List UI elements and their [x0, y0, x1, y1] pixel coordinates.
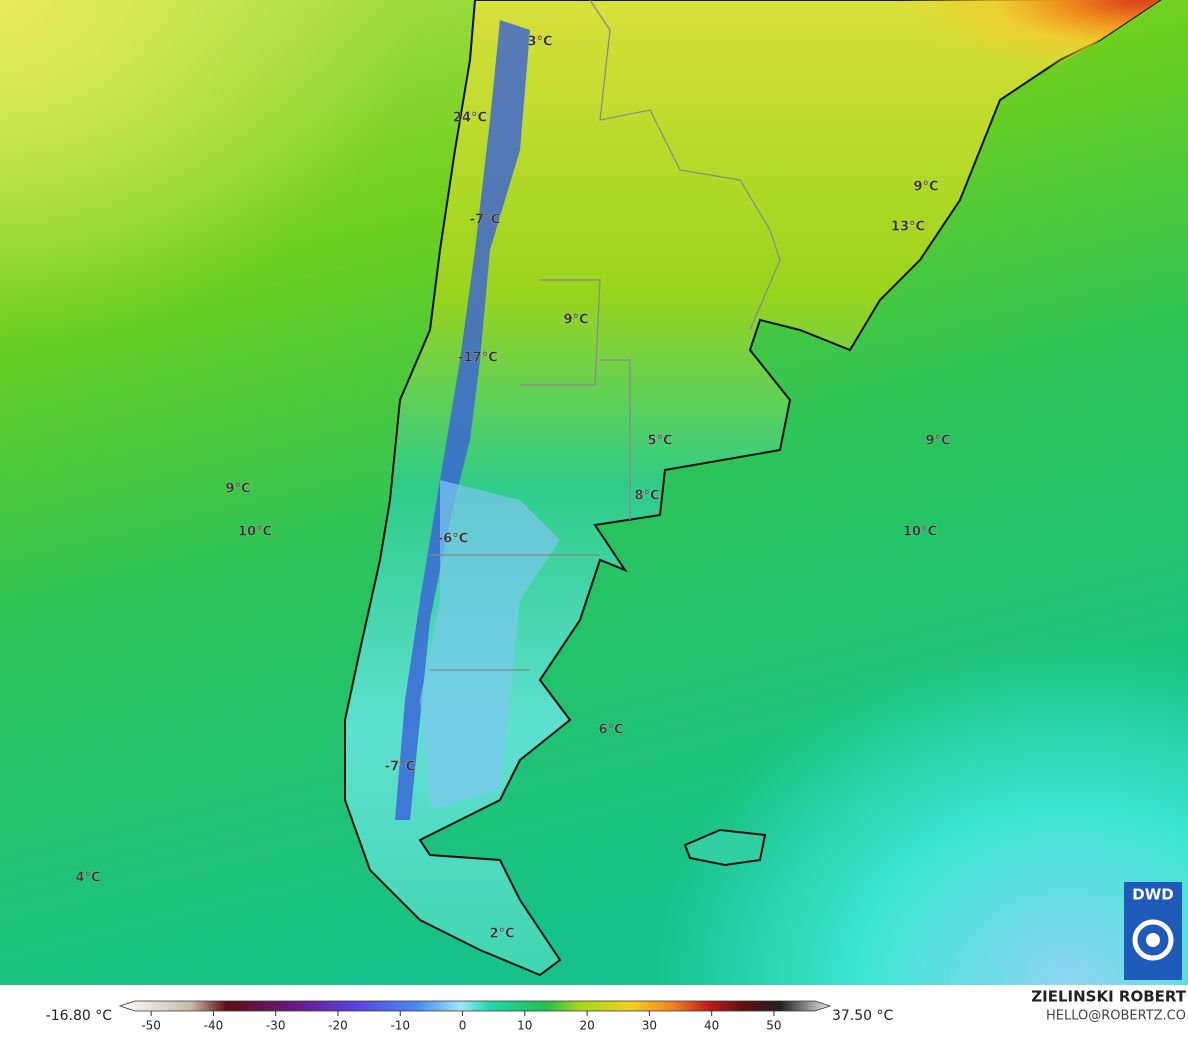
temperature-label: 9°C: [225, 482, 250, 497]
temperature-label: -7°C: [470, 213, 500, 228]
temperature-label: 9°C: [913, 180, 938, 195]
temperature-label: 8°C: [634, 489, 659, 504]
patagonia-cold: [420, 480, 560, 810]
temperature-label: -17°C: [458, 351, 498, 366]
logo-eye: [1146, 933, 1160, 947]
temperature-label: 2°C: [489, 927, 514, 942]
map-labels: 3°C 24°C -7°C 9°C -17°C 9°C 13°C 5°C 9°C 8°C 9°C 10…: [75, 34, 951, 942]
dwd-logo: [1124, 882, 1182, 980]
colorbar-tick-label: -20: [328, 1019, 348, 1033]
colorbar-tick-label: 50: [766, 1019, 781, 1033]
colorbar-tick-label: 0: [459, 1019, 467, 1033]
temperature-label: 6°C: [598, 723, 623, 738]
andes-cold: [395, 20, 530, 820]
min-label: -16.80 °C: [46, 1008, 113, 1024]
temperature-label: 5°C: [647, 434, 672, 449]
hot-area: [680, 0, 1160, 150]
temperature-label: 9°C: [925, 434, 950, 449]
temperature-label: -7°C: [385, 760, 415, 775]
colorbar-tick-label: 40: [704, 1019, 719, 1033]
colorbar: [118, 1000, 832, 1012]
logo-text: DWD: [1132, 886, 1173, 904]
temperature-label: 24°C: [453, 111, 487, 126]
temperature-label: 13°C: [891, 220, 925, 235]
colorbar-tick-label: -50: [141, 1019, 161, 1033]
borders: [430, 0, 781, 671]
temperature-label: 10°C: [903, 525, 937, 540]
continent: [344, 0, 1162, 977]
max-label: 37.50 °C: [832, 1008, 894, 1024]
credit-name: ZIELINSKI ROBERT: [1031, 988, 1186, 1006]
temperature-label: 10°C: [238, 525, 272, 540]
colorbar-tick-label: -10: [390, 1019, 410, 1033]
temperature-label: 3°C: [527, 35, 552, 50]
credit-contact: HELLO@ROBERTZ.CO: [1046, 1009, 1186, 1024]
temperature-label: 9°C: [563, 313, 588, 328]
temperature-label: 4°C: [75, 871, 100, 886]
colorbar-tick-label: 30: [642, 1019, 657, 1033]
logo-swirl: [1132, 919, 1174, 961]
falklands: [683, 828, 767, 867]
colorbar-tick-label: -40: [204, 1019, 224, 1033]
colorbar-tick-label: 20: [579, 1019, 594, 1033]
colorbar-tick-label: 10: [517, 1019, 532, 1033]
temperature-label: -6°C: [438, 532, 468, 547]
colorbar-tick-label: -30: [266, 1019, 286, 1033]
legend: -16.80 °C 37.50 °C ZIELINSKI ROBERT HELL…: [46, 988, 1187, 1033]
map: DWD: [0, 0, 1188, 985]
